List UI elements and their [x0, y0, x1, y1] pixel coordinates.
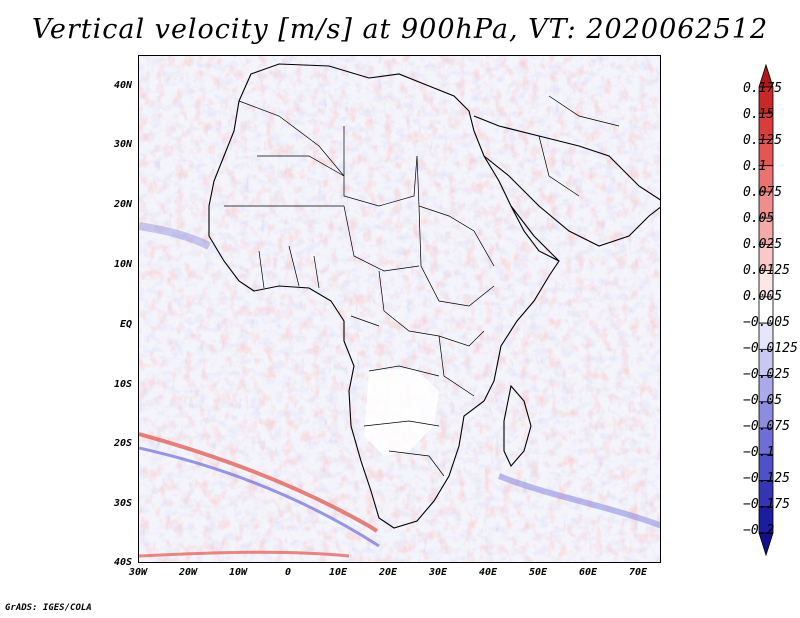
lon-tick-label: 20W: [178, 567, 198, 578]
lat-tick-label: 20S: [113, 438, 132, 449]
colorbar-label: −0.2: [743, 523, 775, 538]
colorbar-label: 0.025: [743, 237, 783, 252]
country-borders: [224, 95, 620, 477]
colorbar-label: −0.1: [743, 445, 775, 460]
vertical-velocity-map: [139, 56, 660, 562]
colorbar-label: −0.075: [743, 419, 790, 434]
colorbar-label: −0.0125: [743, 341, 798, 356]
colorbar-label: −0.175: [743, 497, 790, 512]
lon-tick-label: 50E: [528, 567, 548, 578]
lon-tick-label: 20E: [378, 567, 398, 578]
lon-tick-label: 40E: [478, 567, 498, 578]
colorbar: [758, 63, 774, 557]
lon-tick-label: 10W: [228, 567, 248, 578]
colorbar-label: 0.05: [743, 211, 775, 226]
colorbar-label: −0.025: [743, 367, 790, 382]
colorbar-label: 0.0125: [743, 263, 790, 278]
colorbar-label: 0.075: [743, 185, 783, 200]
lat-tick-label: 40S: [113, 557, 132, 568]
lon-tick-label: 0: [284, 567, 292, 578]
colorbar-label: 0.175: [743, 81, 783, 96]
colorbar-cap-bottom: [758, 532, 774, 557]
lon-tick-label: 30W: [128, 567, 148, 578]
colorbar-label: −0.05: [743, 393, 783, 408]
lat-tick-label: 40N: [113, 80, 132, 91]
lon-tick-label: 60E: [578, 567, 598, 578]
lat-tick-label: EQ: [119, 319, 132, 330]
colorbar-label: 0.1: [743, 159, 767, 174]
lat-tick-label: 30S: [113, 498, 132, 509]
software-credit: GrADS: IGES/COLA: [5, 603, 92, 613]
coastlines: [208, 63, 660, 529]
colorbar-label: 0.15: [743, 107, 775, 122]
lon-tick-label: 70E: [628, 567, 648, 578]
colorbar-label: −0.125: [743, 471, 790, 486]
lat-tick-label: 10N: [113, 259, 132, 270]
plot-title: Vertical velocity [m/s] at 900hPa, VT: 2…: [31, 14, 769, 45]
lat-tick-label: 30N: [113, 139, 132, 150]
lon-tick-label: 10E: [328, 567, 348, 578]
lat-tick-label: 20N: [113, 199, 132, 210]
lon-tick-label: 30E: [428, 567, 448, 578]
map-panel: [138, 55, 661, 563]
colorbar-label: 0.125: [743, 133, 783, 148]
lat-tick-label: 10S: [113, 379, 132, 390]
colorbar-label: −0.005: [743, 315, 790, 330]
colorbar-label: 0.005: [743, 289, 783, 304]
